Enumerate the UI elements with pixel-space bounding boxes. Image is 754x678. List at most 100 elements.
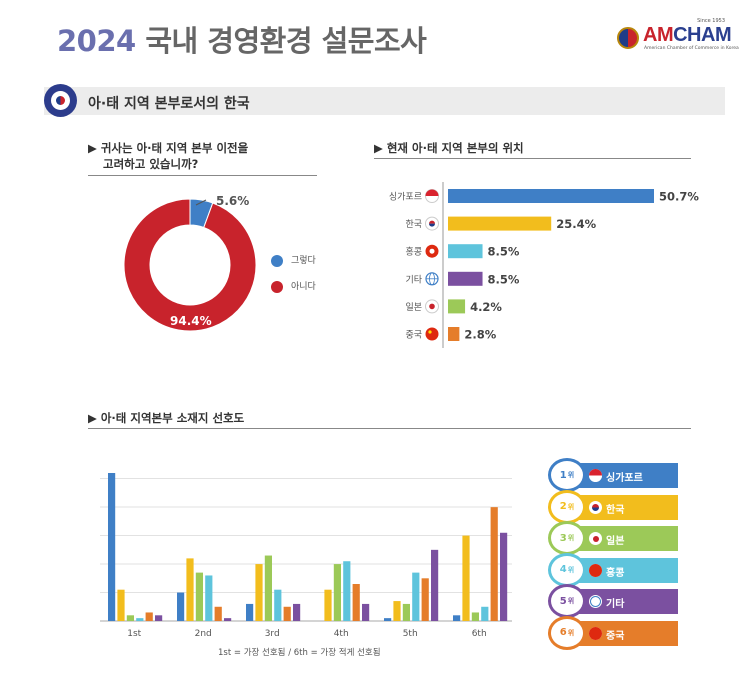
preference-bar [333,564,341,621]
preference-bar [283,606,291,621]
hongkong-flag-icon [425,244,439,258]
ranking-label: 중국 [606,630,625,642]
ranking-label: 일본 [606,536,625,547]
preference-bar [453,615,461,621]
singapore-flag-icon [425,189,439,203]
ranking-unit: 위 [567,628,575,637]
preference-bar [481,606,489,621]
preference-title: ▶ 아·태 지역본부 소재지 선호도 [88,411,245,425]
japan-flag-icon [425,299,439,314]
page-title-text: 국내 경영환경 설문조사 [145,24,427,58]
location-category-label: 싱가포르 [389,192,422,203]
ranking-number: 4 [559,564,567,575]
preference-bar [431,549,439,621]
preference-bar [471,612,479,621]
globe-icon [425,272,439,286]
preference-tick-label: 4th [334,629,349,639]
preference-tick-label: 2nd [195,629,212,639]
ranking-number: 6 [559,627,567,638]
location-value-label: 50.7% [659,190,699,204]
preference-bar [421,578,429,621]
preference-bar [362,603,370,621]
ranking-number: 1 [559,469,567,481]
legend-item-no: 아니다 [271,279,316,293]
preference-bar [145,612,153,621]
location-value-label: 4.2% [470,300,502,314]
ranking-row: 4 위 홍콩 [548,552,678,587]
preference-bar [402,603,410,621]
logo-since: Since 1953 [697,18,725,24]
globe-icon [589,595,602,608]
preference-bar [136,618,144,621]
preference-bar [384,618,392,621]
location-value-label: 8.5% [488,272,520,286]
preference-bar [205,575,213,621]
ranking-unit: 위 [567,534,575,542]
preference-bar [264,555,272,621]
legend-label-yes: 그렇다 [291,256,316,266]
legend-dot-no [271,280,283,293]
ranking-row: 5 위 기타 [548,584,678,618]
location-title: ▶ 현재 아·태 지역 본부의 위치 [374,141,524,155]
preference-tick-label: 6th [472,629,487,639]
ranking-number: 2 [559,501,567,512]
preference-title-underline [88,428,691,429]
preference-tick-label: 3rd [265,629,280,639]
preference-bar [324,589,332,621]
ranking-label: 한국 [606,504,625,516]
donut-legend: 그렇다 아니다 [271,253,331,298]
amcham-logo: AMCHAM Since 1953 American Chamber of Co… [617,18,739,52]
location-category-label: 중국 [405,330,422,341]
location-bar [448,189,654,203]
location-value-label: 25.4% [556,217,596,231]
donut-label-yes: 5.6% [216,194,249,208]
preference-bar [293,603,301,621]
preference-bar [343,561,351,621]
preference-bar [274,589,282,621]
preference-bar [500,532,508,621]
page-title-year: 2024 [57,24,136,58]
hongkong-flag-icon [589,563,602,577]
ranking-label: 싱가포르 [606,473,643,484]
preference-bar [117,589,125,621]
location-bar [448,327,460,341]
korea-flag-icon [589,500,602,514]
preference-bar [224,618,232,621]
preference-bar [412,572,420,621]
korea-taeguk-icon [44,84,77,117]
preference-bar [126,615,134,621]
preference-bar [462,535,470,621]
page-title: 2024 국내 경영환경 설문조사 [57,18,427,60]
preference-tick-label: 5th [403,629,418,639]
preference-bar [214,606,222,621]
preference-bar [490,507,498,621]
ranking-number: 5 [559,595,567,607]
donut-title-underline [88,175,317,176]
location-category-label: 일본 [405,302,422,313]
location-bar [448,299,466,314]
preference-bar [246,603,254,621]
donut-title-line1: ▶ 귀사는 아·태 지역 본부 이전을 [88,141,249,155]
preference-bar [177,592,185,621]
ranking-unit: 위 [567,471,575,479]
ranking-unit: 위 [567,565,575,574]
ranking-number: 3 [559,532,567,544]
china-flag-icon [425,327,439,341]
location-bar [448,271,483,286]
preference-bar [108,473,116,621]
japan-flag-icon [589,532,602,545]
location-category-label: 홍콩 [405,246,422,258]
location-value-label: 2.8% [464,328,496,342]
location-value-label: 8.5% [488,245,520,259]
location-category-label: 한국 [405,219,422,230]
preference-bar [352,584,360,621]
china-flag-icon [589,626,602,640]
location-title-underline [374,158,691,159]
ranking-unit: 위 [567,502,575,511]
legend-dot-yes [271,254,283,267]
legend-label-no: 아니다 [291,282,316,292]
